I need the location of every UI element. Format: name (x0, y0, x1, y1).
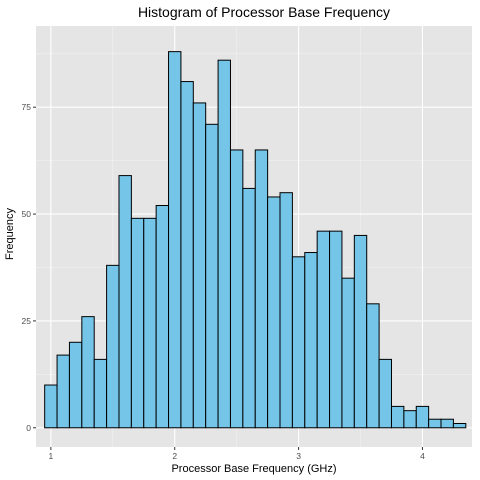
y-axis-label: Frequency (4, 208, 16, 260)
histogram-bars (44, 51, 467, 429)
chart-title: Histogram of Processor Base Frequency (138, 4, 390, 20)
histogram-bar (81, 316, 95, 429)
histogram-bar (452, 422, 467, 429)
histogram-bar (316, 230, 331, 429)
histogram-bar (378, 358, 392, 429)
x-tick-label: 4 (420, 451, 425, 461)
histogram-bar (205, 123, 219, 429)
x-tick-label: 2 (172, 451, 177, 461)
histogram-bar (440, 418, 454, 429)
histogram-bar (93, 358, 108, 429)
y-tick-label: 50 (22, 209, 32, 219)
histogram-bar (192, 102, 207, 429)
histogram-bar (217, 59, 231, 429)
histogram-bar (353, 234, 368, 429)
histogram-bar (155, 205, 170, 429)
histogram-bar (106, 264, 120, 429)
y-tick-label: 0 (26, 423, 31, 433)
histogram-bar (428, 418, 442, 429)
y-tick-label: 25 (22, 316, 32, 326)
histogram-bar (366, 303, 380, 429)
histogram-bar (143, 217, 157, 429)
y-axis-ticks: 0 25 50 75 (22, 102, 36, 433)
histogram-bar (403, 410, 417, 429)
x-tick-label: 3 (296, 451, 301, 461)
histogram-bar (291, 256, 306, 429)
histogram-bar (254, 149, 269, 429)
histogram-bar (267, 196, 281, 429)
histogram-bar (229, 149, 244, 429)
histogram-bar (68, 341, 83, 429)
histogram-bar (56, 354, 70, 429)
histogram-bar (44, 384, 58, 429)
y-tick-label: 75 (22, 102, 32, 112)
histogram-bar (130, 217, 145, 429)
x-tick-label: 1 (48, 451, 53, 461)
histogram-bar (168, 51, 182, 429)
histogram-bar (118, 175, 132, 429)
histogram-bar (341, 277, 355, 429)
histogram-bar (180, 81, 194, 429)
x-axis-label: Processor Base Frequency (GHz) (171, 463, 336, 475)
histogram-bar (304, 252, 318, 429)
histogram-bar (415, 405, 430, 429)
histogram-bar (390, 405, 405, 429)
x-axis-ticks: 1 2 3 4 (48, 447, 425, 461)
histogram-bar (279, 192, 293, 429)
histogram-bar (242, 187, 256, 429)
histogram-bar (329, 230, 343, 429)
